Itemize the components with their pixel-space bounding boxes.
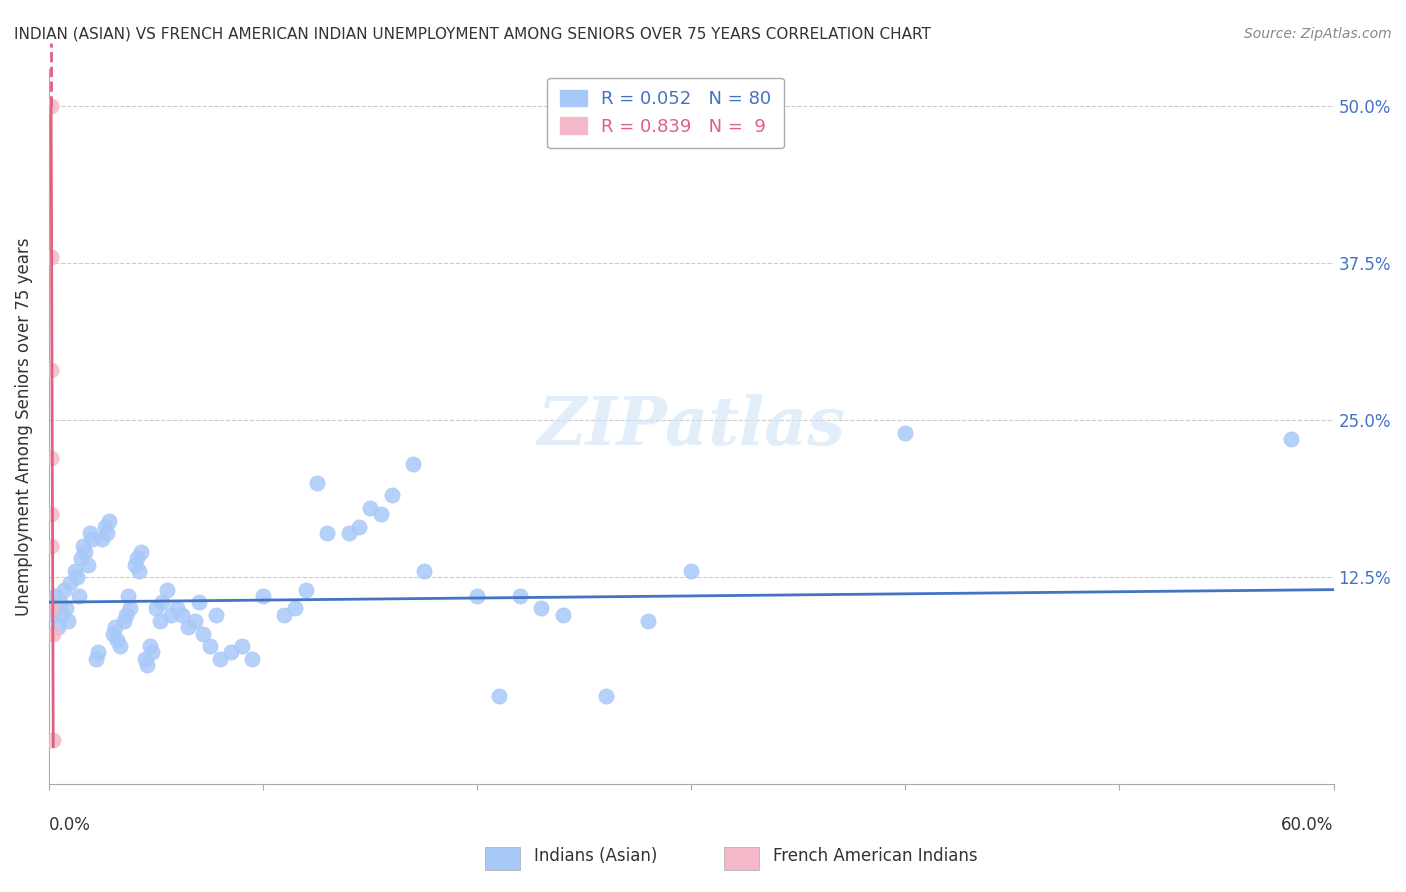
- Text: French American Indians: French American Indians: [773, 847, 979, 865]
- Point: [107, 632, 129, 647]
- Point: [595, 690, 617, 704]
- Point: [39, 508, 62, 522]
- Point: [380, 488, 402, 502]
- Point: [191, 626, 214, 640]
- Text: INDIAN (ASIAN) VS FRENCH AMERICAN INDIAN UNEMPLOYMENT AMONG SENIORS OVER 75 YEAR: INDIAN (ASIAN) VS FRENCH AMERICAN INDIAN…: [14, 27, 931, 42]
- Point: [91, 533, 114, 547]
- Point: [637, 614, 659, 628]
- Text: ZIPatlas: ZIPatlas: [537, 394, 845, 458]
- Point: [39, 601, 62, 615]
- Point: [152, 595, 174, 609]
- Text: 0.0%: 0.0%: [49, 815, 91, 834]
- Point: [170, 607, 193, 622]
- Point: [219, 645, 242, 659]
- Point: [284, 601, 307, 615]
- Text: Indians (Asian): Indians (Asian): [534, 847, 658, 865]
- Point: [84, 651, 107, 665]
- Point: [530, 601, 553, 615]
- Point: [305, 475, 328, 490]
- Point: [138, 639, 160, 653]
- Point: [120, 601, 142, 615]
- Point: [76, 558, 98, 572]
- Point: [149, 614, 172, 628]
- Point: [240, 651, 263, 665]
- Point: [402, 457, 425, 471]
- Point: [59, 576, 82, 591]
- Point: [66, 570, 89, 584]
- Point: [39, 250, 62, 264]
- Point: [129, 545, 152, 559]
- Point: [316, 526, 339, 541]
- Point: [108, 639, 131, 653]
- Point: [134, 651, 156, 665]
- Point: [488, 690, 510, 704]
- Point: [136, 657, 159, 672]
- Point: [72, 539, 94, 553]
- Point: [97, 514, 120, 528]
- Point: [46, 620, 69, 634]
- Point: [177, 620, 200, 634]
- Point: [337, 526, 360, 541]
- Point: [205, 607, 228, 622]
- Point: [183, 614, 205, 628]
- Point: [104, 620, 127, 634]
- Point: [145, 601, 167, 615]
- Point: [231, 639, 253, 653]
- Point: [117, 589, 139, 603]
- Point: [70, 551, 93, 566]
- Point: [465, 589, 488, 603]
- Y-axis label: Unemployment Among Seniors over 75 years: Unemployment Among Seniors over 75 years: [15, 237, 32, 615]
- Point: [273, 607, 295, 622]
- Point: [1279, 432, 1302, 446]
- Legend: R = 0.052   N = 80, R = 0.839   N =  9: R = 0.052 N = 80, R = 0.839 N = 9: [547, 78, 785, 148]
- Text: Source: ZipAtlas.com: Source: ZipAtlas.com: [1244, 27, 1392, 41]
- Point: [79, 526, 101, 541]
- Point: [103, 626, 125, 640]
- Point: [252, 589, 274, 603]
- Point: [359, 501, 381, 516]
- Point: [141, 645, 163, 659]
- Point: [209, 651, 232, 665]
- Point: [67, 589, 90, 603]
- Point: [894, 425, 917, 440]
- Point: [52, 582, 75, 597]
- Point: [93, 520, 115, 534]
- Point: [42, 733, 65, 747]
- Point: [55, 601, 77, 615]
- Point: [160, 607, 183, 622]
- Point: [39, 450, 62, 465]
- Point: [551, 607, 574, 622]
- Point: [39, 539, 62, 553]
- Point: [166, 601, 188, 615]
- Point: [128, 564, 150, 578]
- Point: [75, 545, 97, 559]
- Point: [370, 508, 392, 522]
- Point: [681, 564, 703, 578]
- Point: [96, 526, 118, 541]
- Point: [509, 589, 531, 603]
- Point: [87, 645, 110, 659]
- Point: [112, 614, 135, 628]
- Point: [156, 582, 179, 597]
- Point: [198, 639, 221, 653]
- Point: [58, 614, 80, 628]
- Point: [125, 551, 148, 566]
- Point: [412, 564, 434, 578]
- Point: [42, 626, 65, 640]
- Point: [63, 564, 86, 578]
- Point: [39, 99, 62, 113]
- Point: [44, 589, 66, 603]
- Point: [295, 582, 318, 597]
- Point: [80, 533, 103, 547]
- Point: [115, 607, 138, 622]
- Point: [48, 595, 70, 609]
- Point: [187, 595, 209, 609]
- Text: 60.0%: 60.0%: [1281, 815, 1333, 834]
- Point: [51, 607, 73, 622]
- Point: [349, 520, 371, 534]
- Point: [39, 363, 62, 377]
- Point: [42, 607, 65, 622]
- Point: [124, 558, 146, 572]
